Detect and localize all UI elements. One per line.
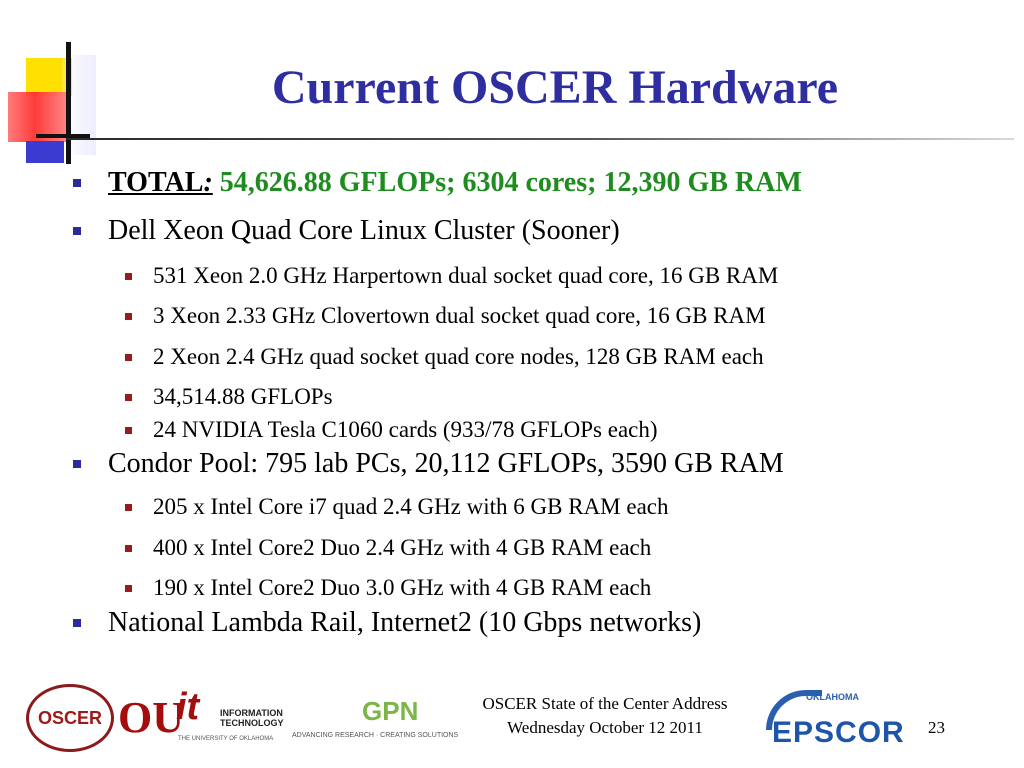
oscer-logo: OSCER (26, 684, 114, 752)
bullet-condor-pool: Condor Pool: 795 lab PCs, 20,112 GFLOPs,… (73, 448, 784, 480)
bullet-list: TOTAL: 54,626.88 GFLOPs; 6304 cores; 12,… (73, 167, 802, 639)
bullet-text: National Lambda Rail, Internet2 (10 Gbps… (108, 607, 702, 638)
bullet-networks: National Lambda Rail, Internet2 (10 Gbps… (73, 607, 702, 639)
total-value: 54,626.88 GFLOPs; 6304 cores; 12,390 GB … (212, 167, 802, 198)
sub-bullet-marker (125, 394, 132, 401)
sub-bullet: 400 x Intel Core2 Duo 2.4 GHz with 4 GB … (125, 534, 652, 561)
sub-bullet-marker (125, 504, 132, 511)
sub-bullet-text: 2 Xeon 2.4 GHz quad socket quad core nod… (153, 344, 764, 369)
sub-bullet-marker (125, 273, 132, 280)
sub-bullet: 531 Xeon 2.0 GHz Harpertown dual socket … (125, 262, 779, 289)
sub-bullet-marker (125, 354, 132, 361)
bullet-marker (73, 460, 81, 468)
sub-bullet: 34,514.88 GFLOPs (125, 383, 333, 410)
bullet-marker (73, 179, 81, 187)
sub-bullet-text: 400 x Intel Core2 Duo 2.4 GHz with 4 GB … (153, 535, 652, 560)
title-rule (66, 138, 1014, 140)
epscor-logo: OKLAHOMA EPSCOR (766, 690, 904, 752)
sub-bullet-text: 205 x Intel Core i7 quad 2.4 GHz with 6 … (153, 494, 669, 519)
corner-red-square (8, 92, 68, 142)
bullet-marker (73, 619, 81, 627)
corner-blue-square (26, 141, 64, 163)
bullet-total: TOTAL: 54,626.88 GFLOPs; 6304 cores; 12,… (73, 167, 802, 199)
gpn-logo: GPN ADVANCING RESEARCH · CREATING SOLUTI… (292, 696, 459, 739)
sub-bullet: 205 x Intel Core i7 quad 2.4 GHz with 6 … (125, 493, 669, 520)
sub-bullet-marker (125, 427, 132, 434)
sub-bullet-marker (125, 313, 132, 320)
page-number: 23 (928, 718, 945, 737)
total-label: TOTAL: (108, 167, 213, 198)
bullet-text: Dell Xeon Quad Core Linux Cluster (Soone… (108, 215, 620, 246)
sub-bullet-marker (125, 545, 132, 552)
footer-line-2: Wednesday October 12 2011 (507, 718, 703, 737)
footer-text: OSCER State of the Center Address Wednes… (455, 692, 755, 740)
slide-title: Current OSCER Hardware (271, 61, 839, 114)
bullet-dell-cluster: Dell Xeon Quad Core Linux Cluster (Soone… (73, 215, 620, 247)
sub-bullet-text: 34,514.88 GFLOPs (153, 384, 333, 409)
sub-bullet-text: 24 NVIDIA Tesla C1060 cards (933/78 GFLO… (153, 417, 658, 442)
ou-logo: OU (118, 693, 184, 742)
footer-line-1: OSCER State of the Center Address (482, 694, 728, 713)
sub-bullet: 2 Xeon 2.4 GHz quad socket quad core nod… (125, 343, 764, 370)
bullet-text: Condor Pool: 795 lab PCs, 20,112 GFLOPs,… (108, 448, 784, 479)
corner-vertical-line (66, 42, 71, 164)
sub-bullet-text: 190 x Intel Core2 Duo 3.0 GHz with 4 GB … (153, 575, 652, 600)
sub-bullet-text: 3 Xeon 2.33 GHz Clovertown dual socket q… (153, 303, 766, 328)
ou-it-logo: it INFORMATION TECHNOLOGY THE UNIVERSITY … (176, 686, 284, 742)
corner-horizontal-line (36, 134, 90, 138)
sub-bullet: 24 NVIDIA Tesla C1060 cards (933/78 GFLO… (125, 416, 658, 443)
bullet-marker (73, 227, 81, 235)
sub-bullet: 3 Xeon 2.33 GHz Clovertown dual socket q… (125, 302, 766, 329)
sub-bullet-marker (125, 585, 132, 592)
sub-bullet-text: 531 Xeon 2.0 GHz Harpertown dual socket … (153, 263, 779, 288)
sub-bullet: 190 x Intel Core2 Duo 3.0 GHz with 4 GB … (125, 574, 652, 601)
